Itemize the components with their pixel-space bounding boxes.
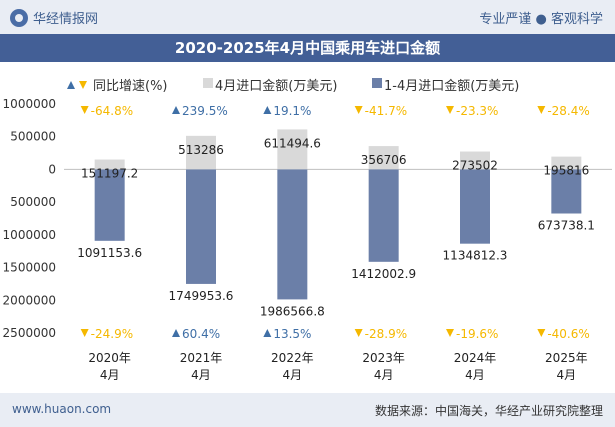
ytd-bar (186, 169, 216, 284)
legend-ytd-label: 1-4月进口金额(万美元) (384, 78, 519, 94)
x-tick-label: 2024年 (454, 351, 497, 365)
x-tick-label: 2020年 (88, 351, 131, 365)
y-tick-label: 1500000 (3, 261, 56, 275)
brand-name: 华经情报网 (33, 12, 99, 27)
ytd-value-label: 1091153.6 (77, 246, 142, 260)
april-growth-label: 239.5% (182, 104, 228, 118)
april-value-label: 273502 (452, 159, 498, 173)
april-bar (94, 159, 125, 170)
ytd-growth-label: -28.9% (365, 327, 407, 341)
april-growth-label: 19.1% (273, 104, 311, 118)
ytd-growth-label: 60.4% (182, 327, 220, 341)
ytd-growth-label: -19.6% (456, 327, 498, 341)
legend-april-swatch (203, 78, 213, 88)
ytd-growth-label: 13.5% (273, 327, 311, 341)
april-growth-label: -41.7% (365, 104, 407, 118)
y-tick-label: 500000 (10, 130, 56, 144)
top-bar: 华经情报网 专业严谨 ● 客观科学 (0, 0, 615, 34)
april-value-label: 195816 (543, 164, 589, 178)
ytd-bar (94, 169, 125, 241)
ytd-value-label: 1134812.3 (443, 249, 508, 263)
y-tick-label: 1000000 (3, 97, 56, 111)
ytd-value-label: 673738.1 (538, 219, 595, 233)
x-tick-label: 2025年 (545, 351, 588, 365)
april-bar (460, 151, 490, 170)
april-value-label: 356706 (361, 153, 407, 167)
legend-april-label: 4月进口金额(万美元) (215, 78, 337, 94)
slogan: 专业严谨 ● 客观科学 (479, 12, 603, 27)
website-link[interactable]: www.huaon.com (12, 402, 112, 416)
ytd-bar (277, 169, 308, 300)
april-bar (368, 146, 399, 170)
x-tick-label: 2023年 (362, 351, 405, 365)
y-tick-label: 1000000 (3, 228, 56, 242)
data-source: 数据来源：中国海关，华经产业研究院整理 (374, 404, 603, 418)
growth-down-icon (80, 106, 89, 114)
april-bar (551, 156, 582, 170)
x-tick-label: 4月 (465, 368, 485, 382)
chart-area: 同比增速(%) 4月进口金额(万美元) 1-4月进口金额(万美元) 1000000 50… (3, 78, 612, 382)
growth-down-icon (537, 329, 546, 337)
legend-down-icon (79, 81, 87, 89)
legend-growth-label: 同比增速(%) (93, 79, 168, 94)
ytd-value-label: 1986566.8 (260, 304, 325, 318)
x-tick-label: 4月 (557, 368, 577, 382)
april-value-label: 513286 (178, 143, 224, 157)
ytd-bar (551, 169, 582, 214)
y-tick-label: 0 (48, 162, 56, 176)
growth-up-icon (263, 106, 272, 114)
april-value-label: 151197.2 (81, 167, 138, 181)
legend-up-icon (67, 81, 75, 89)
ytd-value-label: 1412002.9 (351, 267, 416, 281)
ytd-growth-label: -24.9% (91, 327, 133, 341)
growth-down-icon (354, 106, 363, 114)
april-growth-label: -64.8% (91, 104, 133, 118)
legend-ytd-swatch (372, 78, 382, 88)
ytd-growth-label: -40.6% (547, 327, 589, 341)
y-tick-label: 2500000 (3, 326, 56, 340)
ytd-value-label: 1749953.6 (169, 289, 234, 303)
x-tick-label: 4月 (374, 368, 394, 382)
x-tick-label: 4月 (191, 368, 211, 382)
x-tick-label: 4月 (283, 368, 303, 382)
growth-up-icon (172, 106, 180, 114)
x-tick-label: 2021年 (180, 351, 223, 365)
growth-down-icon (80, 329, 89, 337)
ytd-bar (460, 169, 490, 244)
growth-down-icon (446, 329, 454, 337)
y-tick-label: 500000 (10, 195, 56, 209)
growth-up-icon (263, 329, 272, 337)
footer: www.huaon.com 数据来源：中国海关，华经产业研究院整理 (0, 393, 615, 427)
x-tick-label: 2022年 (271, 351, 314, 365)
chart-title: 2020-2025年4月中国乘用车进口金额 (0, 34, 615, 62)
ytd-bar (368, 169, 399, 262)
brand-logo-icon (10, 8, 28, 27)
growth-down-icon (354, 329, 363, 337)
april-growth-label: -23.3% (456, 104, 498, 118)
brand[interactable]: 华经情报网 (10, 8, 98, 27)
april-bar (277, 129, 308, 170)
growth-up-icon (172, 329, 180, 337)
april-value-label: 611494.6 (264, 136, 321, 150)
y-tick-label: 2000000 (3, 293, 56, 307)
growth-down-icon (537, 106, 546, 114)
growth-down-icon (446, 106, 454, 114)
april-bar (186, 135, 216, 170)
x-tick-label: 4月 (100, 368, 120, 382)
april-growth-label: -28.4% (547, 104, 589, 118)
